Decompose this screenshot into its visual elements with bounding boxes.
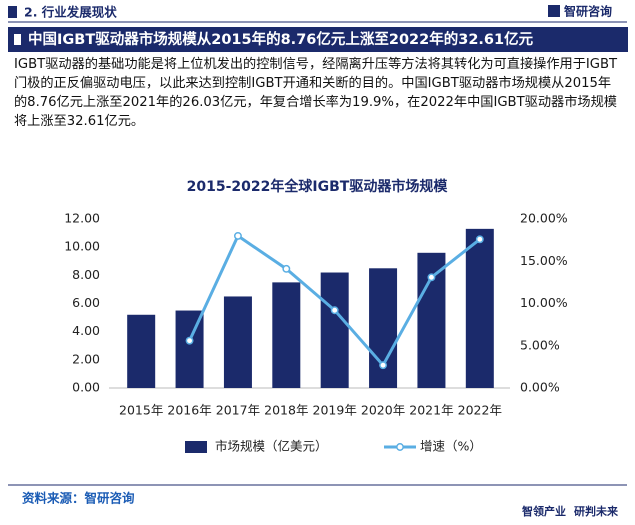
line-marker bbox=[233, 231, 242, 240]
y-tick-label: 12.00 bbox=[64, 211, 100, 226]
x-tick-label: 2016年 bbox=[167, 403, 211, 418]
headline: 中国IGBT驱动器市场规模从2015年的8.76亿元上涨至2022年的32.61… bbox=[28, 30, 534, 48]
y-tick-label: 4.00 bbox=[72, 323, 100, 338]
line-marker bbox=[475, 235, 484, 244]
source: 资料来源：智研咨询 bbox=[22, 491, 135, 506]
title-band bbox=[8, 27, 628, 52]
line-marker bbox=[427, 273, 436, 282]
line-marker bbox=[282, 264, 291, 273]
y2-tick-label: 0.00% bbox=[520, 380, 560, 395]
y2-tick-label: 10.00% bbox=[520, 295, 568, 310]
y-tick-label: 10.00 bbox=[64, 239, 100, 254]
slogan: 智领产业 bbox=[522, 504, 566, 518]
paragraph: IGBT驱动器的基础功能是将上位机发出的控制信号，经隔离升压等方法将其转化为可直… bbox=[14, 57, 618, 129]
y-tick-label: 8.00 bbox=[72, 267, 100, 282]
legend-label: 增速（%） bbox=[420, 439, 482, 454]
bar bbox=[369, 268, 398, 388]
slogan: 研判未来 bbox=[574, 504, 619, 518]
x-tick-label: 2020年 bbox=[361, 403, 405, 418]
logo: 智研咨询 bbox=[563, 4, 612, 19]
line-marker bbox=[379, 361, 388, 370]
y-tick-label: 2.00 bbox=[72, 351, 100, 366]
bar bbox=[127, 314, 156, 388]
x-tick-label: 2021年 bbox=[409, 403, 453, 418]
legend-swatch bbox=[396, 443, 404, 451]
y2-tick-label: 15.00% bbox=[520, 253, 568, 268]
bar bbox=[223, 296, 252, 388]
y-tick-label: 0.00 bbox=[72, 380, 100, 395]
chart-title: 2015-2022年全球IGBT驱动器市场规模 bbox=[187, 178, 449, 195]
bar bbox=[272, 282, 301, 388]
bar bbox=[417, 252, 446, 388]
legend-label: 市场规模（亿美元） bbox=[215, 439, 328, 454]
x-tick-label: 2019年 bbox=[313, 403, 357, 418]
y2-tick-label: 5.00% bbox=[520, 337, 560, 352]
legend-swatch bbox=[185, 441, 207, 453]
logo-icon bbox=[548, 5, 560, 17]
x-tick-label: 2015年 bbox=[119, 403, 163, 418]
x-tick-label: 2022年 bbox=[458, 403, 502, 418]
section-title: 2. 行业发展现状 bbox=[24, 5, 117, 20]
x-tick-label: 2018年 bbox=[264, 403, 308, 418]
line-marker bbox=[185, 336, 194, 345]
bar bbox=[465, 228, 494, 388]
bar bbox=[320, 272, 349, 388]
line-marker bbox=[330, 306, 339, 315]
x-tick-label: 2017年 bbox=[216, 403, 260, 418]
y2-tick-label: 20.00% bbox=[520, 211, 568, 226]
y-tick-label: 6.00 bbox=[72, 295, 100, 310]
section-icon bbox=[8, 6, 17, 18]
title-marker bbox=[14, 34, 21, 45]
plot: 0.00 2.00 4.00 6.00 8.00 10.00 12.00 0.00% 5.00%… bbox=[64, 211, 568, 454]
